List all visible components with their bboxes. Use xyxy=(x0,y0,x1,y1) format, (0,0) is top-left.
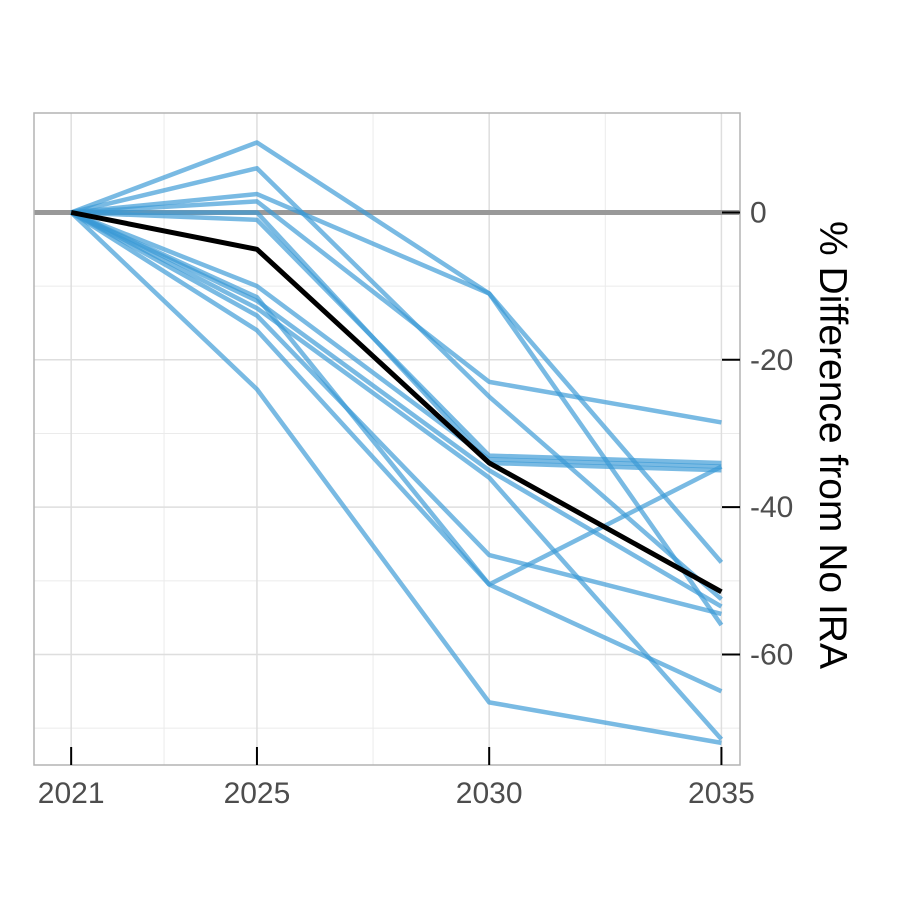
y-tick-label: -20 xyxy=(750,344,793,377)
model-series-line xyxy=(70,210,722,617)
model-series-line xyxy=(69,210,722,746)
x-tick-label: 2035 xyxy=(688,777,755,810)
series-lines xyxy=(69,140,724,746)
model-series-line xyxy=(70,140,724,564)
x-tick-label: 2030 xyxy=(456,777,523,810)
median-series-line xyxy=(70,210,723,595)
x-tick-label: 2025 xyxy=(224,777,291,810)
model-series-line xyxy=(71,210,722,473)
axes: 2021 2025 2030 2035 0 -20 -40 -60 xyxy=(38,196,794,810)
y-tick-label: -40 xyxy=(750,491,793,524)
y-axis-title: % Difference from No IRA xyxy=(811,221,854,669)
model-series-line xyxy=(70,210,722,469)
x-tick-label: 2021 xyxy=(38,777,105,810)
model-series-line xyxy=(69,210,723,694)
model-series-line xyxy=(71,199,722,425)
y-tick-label: 0 xyxy=(750,196,767,229)
plot-frame xyxy=(33,112,741,766)
model-series-line xyxy=(70,166,723,601)
y-tick-label: -60 xyxy=(750,638,793,671)
plot-border xyxy=(33,112,741,766)
model-series-line xyxy=(70,210,724,741)
